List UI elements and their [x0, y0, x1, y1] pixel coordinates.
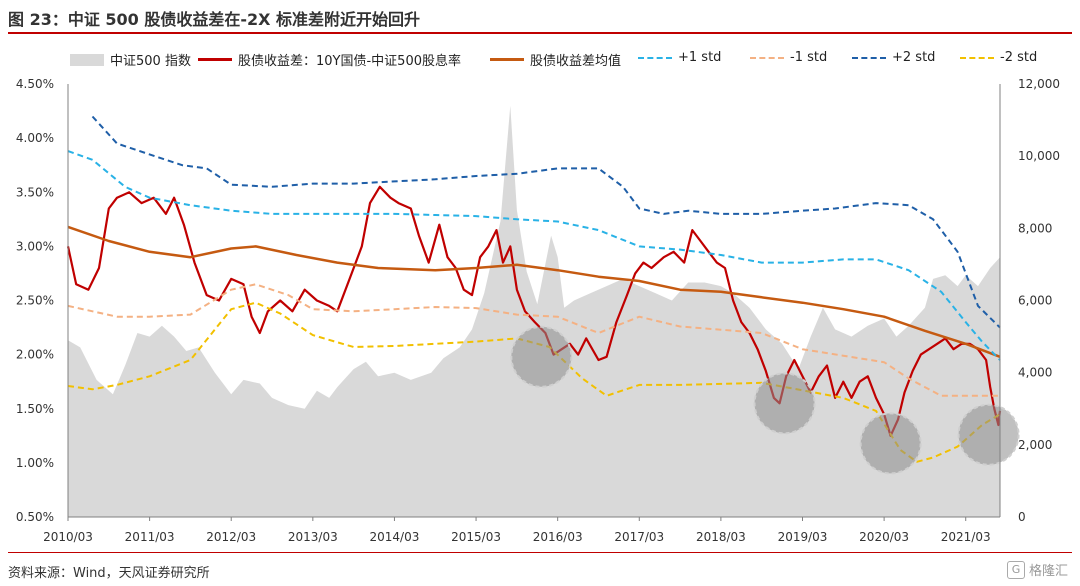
legend-label-m1: -1 std	[790, 50, 828, 65]
legend-label-area: 中证500 指数	[110, 54, 191, 69]
legend-item-m1: -1 std	[750, 50, 827, 65]
legend-label-p1: +1 std	[678, 50, 722, 65]
x-tick-label: 2011/03	[125, 530, 175, 544]
legend-label-mean: 股债收益差均值	[530, 54, 622, 69]
legend-item-p2: +2 std	[852, 50, 935, 65]
y-right-tick-label: 10,000	[1018, 149, 1060, 163]
y-left-tick-label: 3.50%	[16, 185, 54, 199]
y-left-tick-label: 0.50%	[16, 510, 54, 524]
y-left-tick-label: 4.50%	[16, 77, 54, 91]
watermark: G 格隆汇	[1006, 560, 1068, 579]
series-line-plus2std	[91, 115, 1001, 329]
x-tick-label: 2021/03	[941, 530, 991, 544]
legend-label-spread: 股债收益差：10Y国债-中证500股息率	[238, 54, 461, 69]
legend-swatch-spread	[198, 58, 232, 61]
series-line-minus1std	[67, 283, 1000, 397]
x-tick-label: 2014/03	[370, 530, 420, 544]
title-divider	[8, 32, 1072, 34]
x-tick-label: 2016/03	[533, 530, 583, 544]
legend-label-p2: +2 std	[892, 50, 936, 65]
x-tick-label: 2010/03	[43, 530, 93, 544]
watermark-text: 格隆汇	[1028, 564, 1068, 579]
legend-swatch-mean	[490, 58, 524, 61]
x-tick-label: 2020/03	[859, 530, 909, 544]
y-left-tick-label: 1.50%	[16, 402, 54, 416]
y-right-tick-label: 8,000	[1018, 221, 1052, 235]
x-tick-label: 2018/03	[696, 530, 746, 544]
y-left-tick-label: 1.00%	[16, 456, 54, 470]
watermark-logo-icon: G	[1006, 560, 1025, 579]
legend-swatch-m2	[960, 56, 994, 59]
y-left-tick-label: 2.50%	[16, 294, 54, 308]
annotation-circle-0	[510, 325, 573, 388]
legend-swatch-p1	[638, 56, 672, 59]
legend-swatch-area	[70, 53, 104, 66]
legend-item-p1: +1 std	[638, 50, 721, 65]
source-divider	[8, 552, 1072, 553]
y-right-tick-label: 6,000	[1018, 294, 1052, 308]
chart-title: 图 23：中证 500 股债收益差在-2X 标准差附近开始回升	[8, 10, 421, 29]
legend-item-spread: 股债收益差：10Y国债-中证500股息率	[198, 50, 461, 69]
legend-swatch-m1	[750, 56, 784, 59]
series-line-mean	[67, 225, 1001, 358]
legend-item-mean: 股债收益差均值	[490, 50, 621, 69]
x-tick-label: 2015/03	[451, 530, 501, 544]
legend-item-m2: -2 std	[960, 50, 1037, 65]
y-left-tick-label: 4.00%	[16, 131, 54, 145]
series-line-spread	[66, 185, 1002, 437]
y-right-tick-label: 0	[1018, 510, 1026, 524]
x-tick-label: 2013/03	[288, 530, 338, 544]
legend-swatch-p2	[852, 56, 886, 59]
legend-item-area: 中证500 指数	[70, 50, 191, 69]
annotation-circle-2	[859, 412, 922, 475]
series-line-plus1std	[67, 150, 1001, 361]
y-left-tick-label: 3.00%	[16, 239, 54, 253]
y-right-tick-label: 12,000	[1018, 77, 1060, 91]
y-left-tick-label: 2.00%	[16, 348, 54, 362]
x-tick-label: 2012/03	[206, 530, 256, 544]
legend-label-m2: -2 std	[1000, 50, 1038, 65]
y-right-tick-label: 2,000	[1018, 438, 1052, 452]
source-note: 资料来源：Wind，天风证券研究所	[8, 566, 210, 581]
x-tick-label: 2019/03	[778, 530, 828, 544]
annotation-circle-1	[753, 372, 816, 435]
annotation-circle-3	[957, 403, 1020, 466]
y-right-tick-label: 4,000	[1018, 366, 1052, 380]
x-tick-label: 2017/03	[614, 530, 664, 544]
